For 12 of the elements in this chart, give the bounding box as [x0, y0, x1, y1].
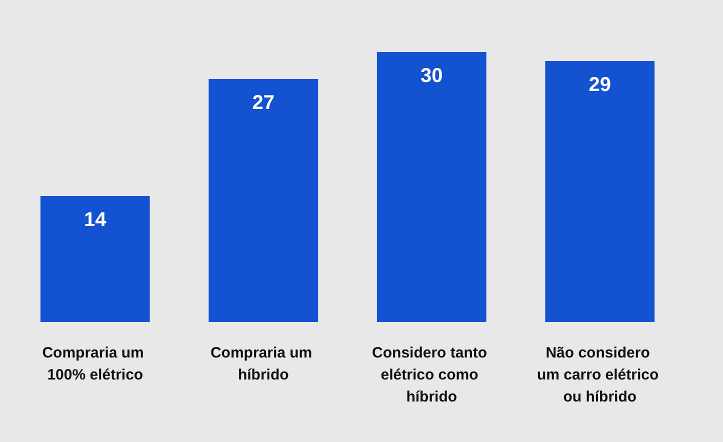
data-label: 14 [84, 209, 108, 231]
x-tick-label: Não considero um carro elétrico ou híbrido [536, 344, 663, 406]
bar [376, 52, 486, 322]
data-label: 29 [588, 74, 611, 96]
bar [208, 79, 318, 322]
bar [545, 61, 655, 322]
data-label: 27 [252, 92, 274, 114]
x-tick-label: Compraria um híbrido [210, 344, 316, 384]
bar [40, 196, 150, 322]
data-label: 30 [420, 65, 443, 87]
x-tick-label: Compraria um 100% elétrico [42, 344, 148, 384]
x-tick-label: Considero tanto elétrico como híbrido [372, 344, 492, 406]
